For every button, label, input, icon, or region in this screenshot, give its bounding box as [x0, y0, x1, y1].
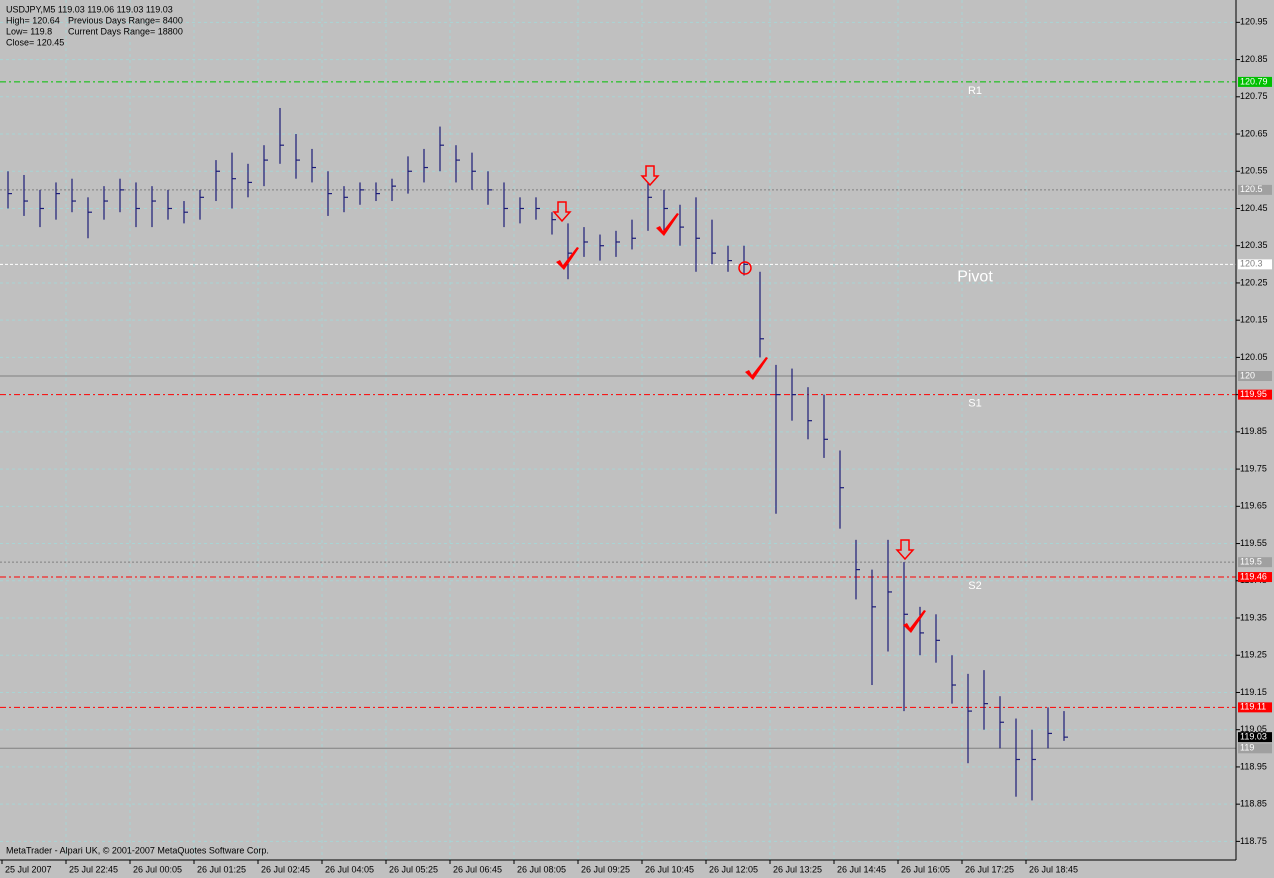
x-tick-label: 26 Jul 02:45: [261, 864, 310, 874]
level-name: S2: [968, 580, 981, 592]
level-label-box: [1238, 371, 1272, 382]
x-tick-label: 26 Jul 12:05: [709, 864, 758, 874]
x-tick-label: 26 Jul 13:25: [773, 864, 822, 874]
y-tick-label: 120.05: [1240, 352, 1268, 362]
y-tick-label: 119.85: [1240, 426, 1267, 436]
y-tick-label: 119.65: [1240, 501, 1267, 511]
y-tick-label: 119.05: [1240, 724, 1267, 734]
info-text: Low= 119.8: [6, 26, 52, 36]
x-tick-label: 26 Jul 14:45: [837, 864, 886, 874]
down-arrow: [552, 201, 572, 223]
level-label: 119.95: [1240, 389, 1267, 399]
checkmark: [656, 213, 679, 236]
footer: MetaTrader - Alpari UK, © 2001-2007 Meta…: [6, 845, 269, 855]
y-tick-label: 120.95: [1240, 17, 1268, 27]
y-tick-label: 120.15: [1240, 315, 1268, 325]
level-name: Pivot: [957, 269, 993, 286]
level-label: 119.03: [1240, 732, 1267, 742]
x-tick-label: 26 Jul 17:25: [965, 864, 1014, 874]
level-label: 119: [1240, 743, 1254, 753]
y-tick-label: 120.75: [1240, 91, 1268, 101]
x-tick-label: 26 Jul 18:45: [1029, 864, 1078, 874]
down-arrow: [640, 165, 660, 187]
level-label: 119.11: [1240, 702, 1266, 712]
level-label: 120.5: [1240, 184, 1263, 194]
x-tick-label: 26 Jul 04:05: [325, 864, 374, 874]
level-name: R1: [968, 85, 982, 97]
x-tick-label: 26 Jul 06:45: [453, 864, 502, 874]
circle-marker: [738, 261, 752, 275]
y-tick-label: 118.85: [1240, 799, 1267, 809]
level-label-box: [1238, 572, 1272, 583]
level-label-box: [1238, 702, 1272, 713]
y-tick-label: 120.45: [1240, 203, 1268, 213]
level-label-box: [1238, 389, 1272, 400]
level-label-box: [1238, 259, 1272, 270]
level-label: 120: [1240, 370, 1255, 380]
level-label: 120.79: [1240, 76, 1268, 86]
x-tick-label: 25 Jul 2007: [5, 864, 52, 874]
level-label-box: [1238, 732, 1272, 743]
y-tick-label: 120.25: [1240, 277, 1268, 287]
y-tick-label: 120.65: [1240, 128, 1268, 138]
level-label-box: [1238, 184, 1272, 195]
x-tick-label: 26 Jul 00:05: [133, 864, 182, 874]
y-tick-label: 119.15: [1240, 687, 1267, 697]
y-tick-label: 120.55: [1240, 166, 1268, 176]
x-tick-label: 26 Jul 16:05: [901, 864, 950, 874]
y-tick-label: 118.75: [1240, 836, 1267, 846]
level-label-box: [1238, 743, 1272, 754]
y-tick-label: 119.35: [1240, 612, 1267, 622]
down-arrow: [895, 539, 915, 561]
x-tick-label: 26 Jul 10:45: [645, 864, 694, 874]
checkmark: [556, 247, 579, 270]
info-text: USDJPY,M5 119.03 119.06 119.03 119.03: [6, 4, 173, 14]
x-tick-label: 26 Jul 01:25: [197, 864, 246, 874]
x-tick-label: 26 Jul 09:25: [581, 864, 630, 874]
y-tick-label: 119.75: [1240, 463, 1267, 473]
y-tick-label: 118.95: [1240, 761, 1267, 771]
level-name: S1: [968, 398, 981, 410]
level-label: 119.5: [1240, 557, 1262, 567]
checkmark: [745, 357, 768, 380]
annotations: [552, 165, 915, 561]
checkmarks: [556, 213, 926, 633]
y-tick-label: 119.55: [1240, 538, 1267, 548]
y-tick-label: 120.35: [1240, 240, 1268, 250]
info-text: Previous Days Range= 8400: [68, 15, 183, 25]
y-tick-label: 120.85: [1240, 54, 1268, 64]
checkmark: [903, 610, 926, 633]
level-label-box: [1238, 76, 1272, 87]
info-text: Close= 120.45: [6, 37, 64, 47]
info-text: Current Days Range= 18800: [68, 26, 183, 36]
x-tick-label: 26 Jul 08:05: [517, 864, 566, 874]
level-label-box: [1238, 557, 1272, 568]
x-tick-label: 26 Jul 05:25: [389, 864, 438, 874]
level-label: 119.46: [1240, 571, 1267, 581]
x-tick-label: 25 Jul 22:45: [69, 864, 118, 874]
level-label: 120.3: [1240, 259, 1263, 269]
info-text: High= 120.64: [6, 15, 60, 25]
y-tick-label: 119.25: [1240, 650, 1267, 660]
